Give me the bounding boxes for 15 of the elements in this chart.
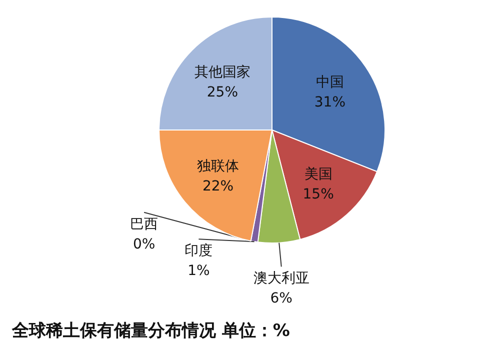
- slice-label: 其他国家: [194, 64, 250, 80]
- slice-label: 澳大利亚: [253, 270, 310, 287]
- data-label: 22%: [202, 178, 234, 195]
- data-label: 25%: [206, 84, 238, 100]
- slice-label: 中国: [316, 74, 344, 91]
- data-label: 15%: [302, 186, 334, 203]
- text: 0%: [132, 236, 156, 252]
- text: 全球稀土保有储量分布情况 单位：%: [11, 321, 290, 341]
- data-label: 1%: [188, 263, 210, 280]
- slice-label: 美国: [304, 166, 332, 183]
- category-label: 巴西: [130, 216, 158, 232]
- slice-label: 印度: [184, 243, 213, 260]
- slice-label: 独联体: [197, 158, 240, 175]
- data-label: 6%: [270, 290, 292, 307]
- data-label: 31%: [314, 94, 346, 111]
